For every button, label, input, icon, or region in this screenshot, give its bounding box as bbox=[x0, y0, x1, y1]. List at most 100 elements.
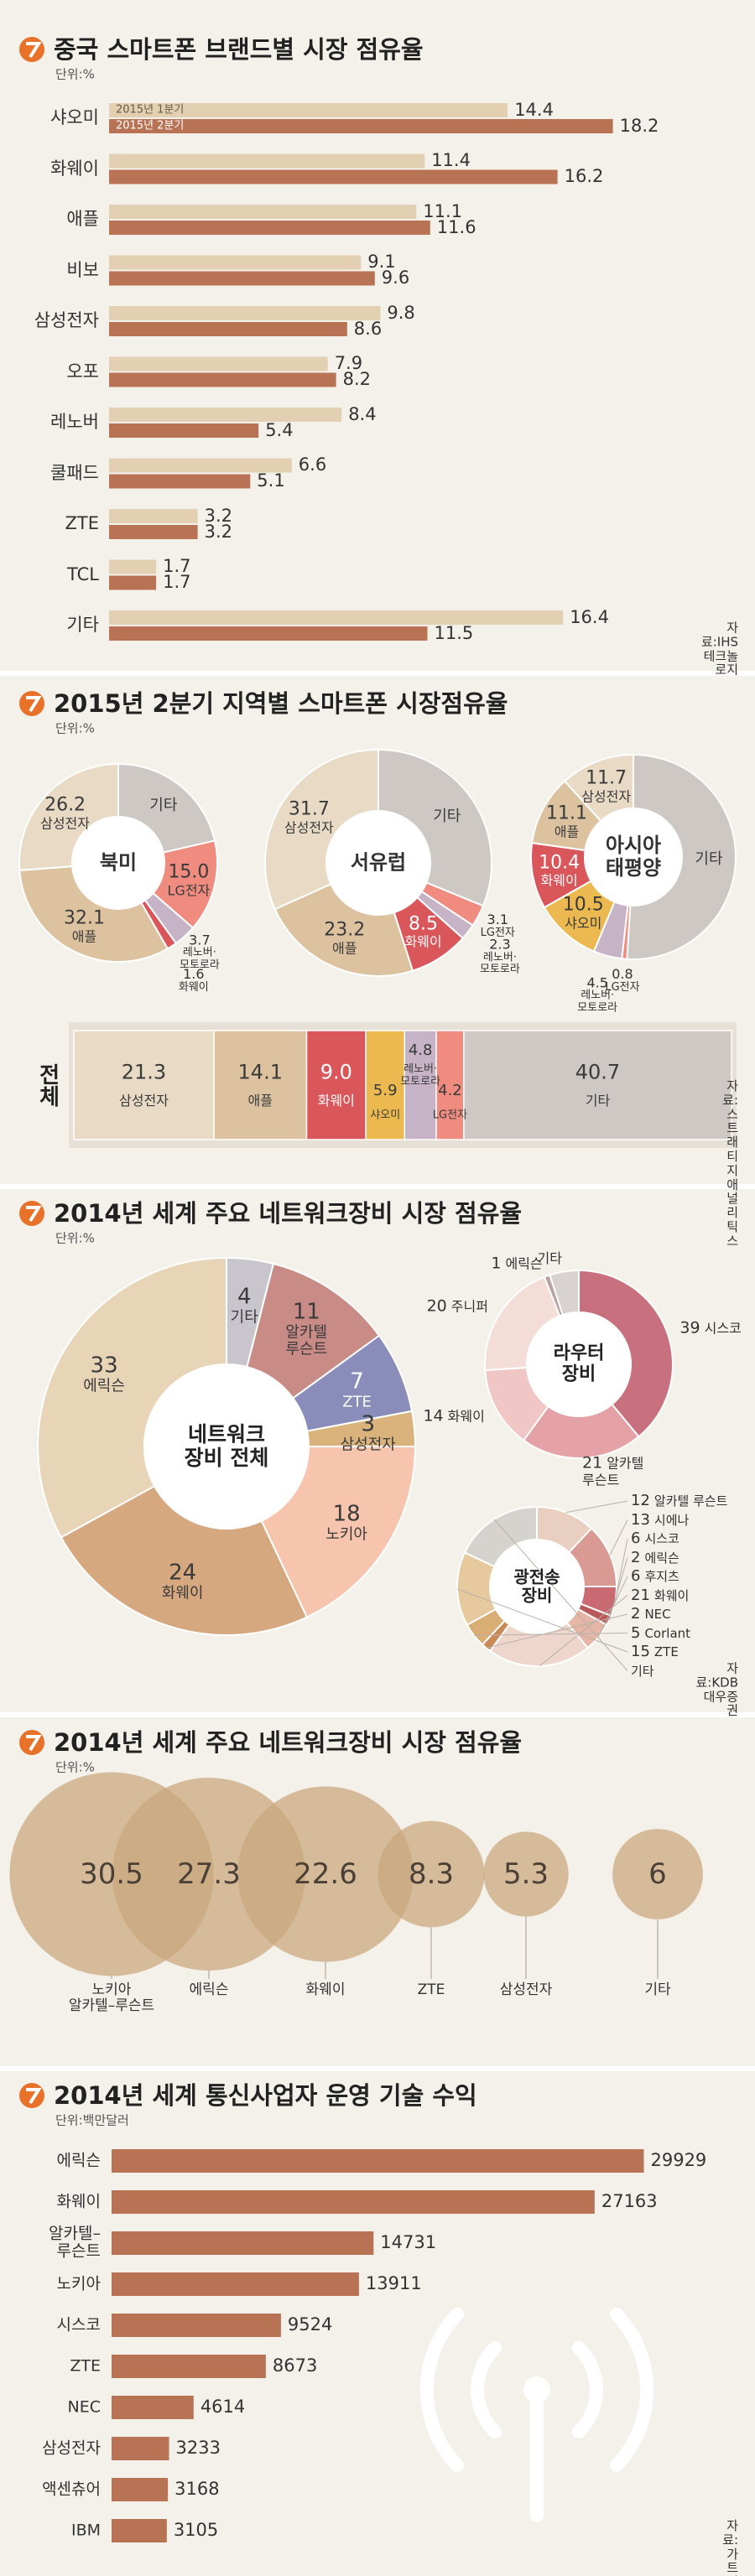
wifi-arc bbox=[610, 2308, 654, 2472]
bar bbox=[109, 423, 259, 438]
unit-label: 단위:% bbox=[55, 66, 95, 82]
slice-label-outside: 2.3 레노버· 모토로라 bbox=[480, 937, 520, 976]
slice-label: 26.2 삼성전자 bbox=[40, 794, 90, 832]
slice-label: 11.7 삼성전자 bbox=[581, 768, 631, 805]
label-value: 2.3 bbox=[489, 936, 511, 953]
bar bbox=[109, 474, 251, 489]
category-label: 애플 bbox=[66, 209, 99, 230]
bar bbox=[109, 575, 157, 590]
slice-label: 23.2 애플 bbox=[324, 920, 365, 957]
segment-value: 14.1 bbox=[237, 1060, 283, 1084]
source-label: 자료:스트래티지 애널리틱스 bbox=[722, 1078, 738, 1249]
category-label: ZTE bbox=[65, 513, 99, 534]
label-name: 에릭슨 bbox=[505, 1254, 543, 1271]
label-name: LG전자 bbox=[167, 882, 211, 899]
bar bbox=[112, 2314, 281, 2337]
value-label: 1.7 bbox=[163, 556, 191, 577]
slice-label: 10.4 화웨이 bbox=[539, 853, 580, 890]
label-name: 노키아 bbox=[325, 1525, 367, 1544]
donut-slice bbox=[117, 762, 216, 854]
label-value: 31.7 bbox=[288, 799, 330, 821]
donut-slice bbox=[563, 753, 634, 823]
section-divider bbox=[0, 671, 755, 676]
bar bbox=[112, 2437, 169, 2460]
category-label: 샤오미 bbox=[50, 107, 99, 128]
chart-title: 2014년 세계 주요 네트워크장비 시장 점유율 bbox=[54, 1727, 523, 1757]
bubble bbox=[483, 1831, 569, 1917]
slice-label: 8.5 화웨이 bbox=[404, 914, 441, 950]
bar bbox=[109, 509, 198, 523]
value-label: 11.4 bbox=[431, 150, 471, 171]
stack-segment bbox=[435, 1030, 465, 1140]
label-value: 4 bbox=[237, 1284, 252, 1310]
label-value: 14 bbox=[423, 1406, 444, 1426]
slice-label: 10.5 샤오미 bbox=[563, 895, 604, 932]
label-value: 1.6 bbox=[183, 965, 205, 982]
donut-slice bbox=[264, 748, 379, 911]
donut-center-label: 아시아 태평양 bbox=[605, 834, 662, 880]
label-name: 삼성전자 bbox=[340, 1436, 396, 1454]
bar bbox=[109, 255, 362, 270]
bar bbox=[109, 205, 417, 219]
category-label: 비보 bbox=[66, 259, 99, 280]
leader-line bbox=[608, 1557, 628, 1621]
label-name: 레노버· 모토로라 bbox=[480, 951, 520, 976]
leader-line bbox=[473, 1633, 628, 1636]
label-value: 21 bbox=[631, 1586, 650, 1604]
slice-label-outside: 2 에릭슨 bbox=[631, 1549, 680, 1566]
category-label: 오포 bbox=[66, 361, 99, 382]
stack-segment bbox=[463, 1030, 732, 1140]
label-name: 애플 bbox=[554, 823, 580, 840]
slice-label-outside: 0.8 LG전자 bbox=[605, 967, 639, 994]
leader-line bbox=[456, 1588, 628, 1653]
category-label: 화웨이 bbox=[305, 1981, 346, 1998]
category-label: 기타 bbox=[644, 1981, 671, 1998]
label-value: 3.7 bbox=[189, 932, 211, 948]
leader-line bbox=[539, 1595, 628, 1667]
chart-title: 2014년 세계 주요 네트워크장비 시장 점유율 bbox=[54, 1198, 523, 1228]
value-label: 16.2 bbox=[564, 166, 604, 187]
slice-label-outside: 21 알카텔 루슨트 bbox=[582, 1454, 643, 1488]
slice-label-outside: 15 ZTE bbox=[631, 1643, 679, 1660]
value-label: 8.4 bbox=[348, 403, 377, 424]
label-value: 11 bbox=[292, 1299, 320, 1325]
value-label: 9.1 bbox=[367, 252, 396, 273]
donut-slice bbox=[378, 748, 492, 907]
bar bbox=[109, 610, 564, 625]
slice-label-outside: 1 에릭슨 bbox=[491, 1254, 542, 1272]
bubble-value: 5.3 bbox=[502, 1857, 549, 1891]
unit-label: 단위:% bbox=[55, 1230, 95, 1246]
value-label: 13911 bbox=[365, 2273, 422, 2294]
value-label: 1.7 bbox=[163, 572, 191, 593]
category-label: 액센츄어 bbox=[42, 2480, 101, 2499]
label-value: 6 bbox=[631, 1529, 641, 1547]
donut-center-label: 서유럽 bbox=[350, 850, 407, 875]
segment-name: 애플 bbox=[247, 1093, 273, 1109]
label-name: 알카텔 루슨트 bbox=[285, 1323, 328, 1358]
slice-label: 기타 bbox=[149, 797, 178, 815]
category-label: 노키아 알카텔–루슨트 bbox=[68, 1981, 155, 2015]
label-value: 13 bbox=[631, 1510, 650, 1529]
value-label: 8.2 bbox=[342, 369, 371, 390]
source-label: 자료:가트너 bbox=[722, 2518, 738, 2576]
slice-label-outside: 6 후지츠 bbox=[631, 1567, 680, 1585]
slice-label: 4 기타 bbox=[231, 1285, 258, 1326]
value-label: 18.2 bbox=[619, 115, 659, 136]
legend-label: 2015년 2분기 bbox=[116, 119, 185, 132]
value-label: 14731 bbox=[380, 2232, 437, 2253]
value-label: 3233 bbox=[175, 2438, 221, 2459]
label-value: 3 bbox=[361, 1411, 375, 1437]
label-name: 기타 bbox=[537, 1249, 562, 1266]
label-name: 애플 bbox=[71, 928, 97, 945]
category-label: 에릭슨 bbox=[189, 1981, 229, 1998]
donut-slice bbox=[626, 753, 737, 960]
category-label: ZTE bbox=[70, 2356, 101, 2376]
bubble-value: 27.3 bbox=[177, 1857, 241, 1891]
label-value: 26.2 bbox=[44, 794, 86, 816]
label-name: 기타 bbox=[230, 1308, 258, 1327]
category-label: 화웨이 bbox=[50, 158, 99, 179]
title-icon-mark bbox=[26, 1735, 42, 1752]
value-label: 5.4 bbox=[265, 419, 294, 440]
